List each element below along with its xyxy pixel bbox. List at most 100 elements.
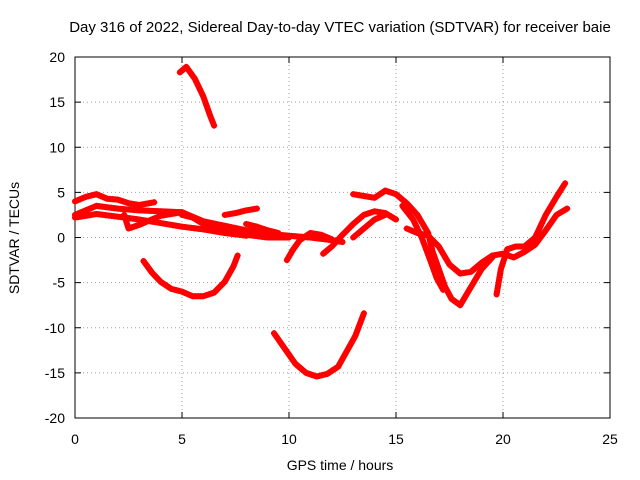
data-point xyxy=(420,240,427,247)
y-tick-label: 10 xyxy=(49,139,65,155)
data-point xyxy=(421,242,428,249)
data-point xyxy=(184,213,191,220)
data-point xyxy=(427,257,434,264)
data-point xyxy=(424,248,431,255)
data-point xyxy=(518,250,525,257)
y-tick-label: -5 xyxy=(53,275,66,291)
data-point xyxy=(313,373,320,380)
data-point xyxy=(231,260,238,267)
data-point xyxy=(74,197,81,204)
data-point xyxy=(136,221,143,228)
data-point xyxy=(507,245,514,252)
data-point xyxy=(434,263,441,270)
series-line xyxy=(271,310,367,380)
data-point xyxy=(234,229,241,236)
data-point xyxy=(72,198,78,205)
data-point xyxy=(130,223,137,230)
data-point xyxy=(379,213,386,220)
data-point xyxy=(376,214,383,221)
data-point xyxy=(206,111,213,118)
data-point xyxy=(382,211,389,218)
data-point xyxy=(256,224,263,231)
x-tick-label: 25 xyxy=(602,431,618,447)
data-point xyxy=(88,192,95,199)
series-track-c xyxy=(221,205,260,218)
data-point xyxy=(513,253,520,260)
chart-title: Day 316 of 2022, Sidereal Day-to-day VTE… xyxy=(69,19,611,36)
data-point xyxy=(181,212,188,219)
data-point xyxy=(431,254,438,261)
data-point xyxy=(516,251,523,258)
data-point xyxy=(154,213,161,220)
data-point xyxy=(440,286,447,293)
data-point xyxy=(240,231,247,238)
data-point xyxy=(124,222,131,229)
data-point xyxy=(508,253,515,260)
data-point xyxy=(208,290,215,297)
data-point xyxy=(320,232,327,239)
y-axis: -20 -15 -10 -5 0 5 10 15 20 xyxy=(45,49,610,426)
data-point xyxy=(498,263,505,270)
data-point xyxy=(357,318,364,325)
data-point xyxy=(319,372,326,379)
data-point xyxy=(429,263,436,270)
data-point xyxy=(237,230,244,237)
y-tick-label: 5 xyxy=(57,184,65,200)
data-point xyxy=(436,269,443,276)
data-point xyxy=(374,215,381,222)
data-point xyxy=(85,193,92,200)
data-point xyxy=(235,209,242,216)
series-arc-top xyxy=(176,63,218,129)
data-point xyxy=(179,211,185,218)
data-point xyxy=(232,257,239,264)
data-point xyxy=(533,231,540,238)
data-point xyxy=(432,257,439,264)
data-point xyxy=(80,195,87,202)
data-point xyxy=(435,266,442,273)
data-point xyxy=(122,214,129,221)
data-point xyxy=(82,207,89,214)
data-point xyxy=(382,187,389,194)
data-point xyxy=(272,229,279,236)
series-track-k xyxy=(493,180,569,298)
series-track-e xyxy=(283,229,335,264)
x-tick-label: 10 xyxy=(281,431,297,447)
data-point xyxy=(316,372,323,379)
data-point xyxy=(537,223,544,230)
data-point xyxy=(318,231,325,238)
data-point xyxy=(133,222,140,229)
data-point xyxy=(308,371,315,378)
x-tick-label: 20 xyxy=(495,431,511,447)
series-track-j xyxy=(403,205,571,277)
data-point xyxy=(141,219,148,226)
data-point xyxy=(422,232,429,239)
data-point xyxy=(414,229,421,236)
data-point xyxy=(353,330,360,337)
data-point xyxy=(218,226,225,233)
series-arc-low xyxy=(271,310,367,380)
data-point xyxy=(422,245,429,252)
data-point xyxy=(243,220,250,227)
data-point xyxy=(120,198,127,205)
data-point xyxy=(538,220,545,227)
data-point xyxy=(101,194,108,201)
data-point xyxy=(433,260,440,267)
data-point xyxy=(409,227,416,234)
y-tick-label: -10 xyxy=(45,320,65,336)
data-point xyxy=(187,292,194,299)
data-point xyxy=(363,211,370,218)
data-point xyxy=(151,199,158,206)
data-point xyxy=(264,227,271,234)
data-point xyxy=(85,206,92,213)
data-point xyxy=(328,236,335,243)
data-point xyxy=(366,210,373,217)
data-point xyxy=(261,226,268,233)
data-point xyxy=(419,231,426,238)
data-point xyxy=(230,229,237,236)
data-point xyxy=(356,321,363,328)
x-axis: 0 5 10 15 20 25 xyxy=(71,57,618,447)
data-point xyxy=(431,269,438,276)
data-point xyxy=(210,119,217,126)
series-line xyxy=(176,63,218,129)
